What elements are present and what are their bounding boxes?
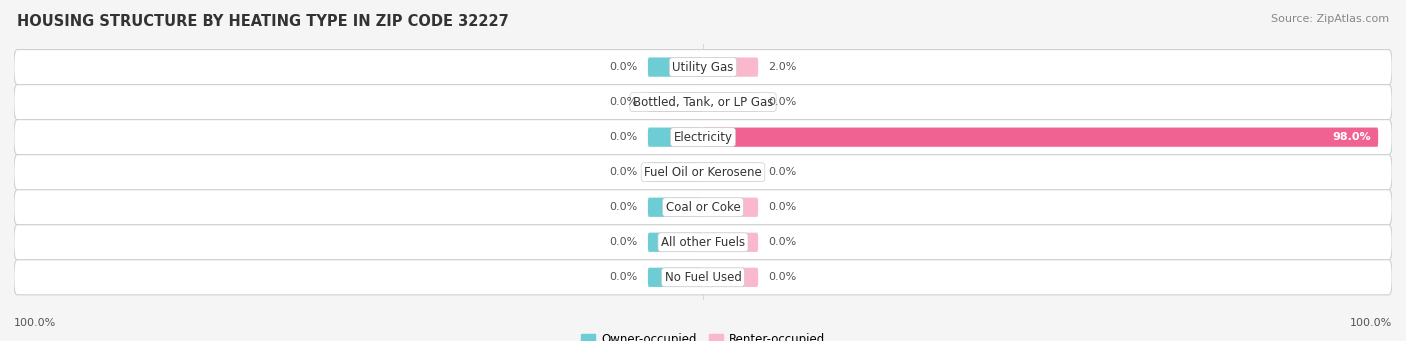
Text: 0.0%: 0.0% <box>609 132 637 142</box>
FancyBboxPatch shape <box>648 268 703 287</box>
Text: Fuel Oil or Kerosene: Fuel Oil or Kerosene <box>644 166 762 179</box>
Text: No Fuel Used: No Fuel Used <box>665 271 741 284</box>
Text: Coal or Coke: Coal or Coke <box>665 201 741 214</box>
FancyBboxPatch shape <box>648 197 703 217</box>
Text: 0.0%: 0.0% <box>769 237 797 247</box>
Text: 100.0%: 100.0% <box>1350 317 1392 328</box>
FancyBboxPatch shape <box>648 163 703 182</box>
FancyBboxPatch shape <box>703 197 758 217</box>
FancyBboxPatch shape <box>648 233 703 252</box>
FancyBboxPatch shape <box>703 163 758 182</box>
Text: 0.0%: 0.0% <box>609 202 637 212</box>
FancyBboxPatch shape <box>14 85 1392 120</box>
Text: 100.0%: 100.0% <box>14 317 56 328</box>
Text: 0.0%: 0.0% <box>609 167 637 177</box>
Text: 0.0%: 0.0% <box>609 62 637 72</box>
FancyBboxPatch shape <box>703 58 758 77</box>
Text: 0.0%: 0.0% <box>609 272 637 282</box>
FancyBboxPatch shape <box>14 190 1392 225</box>
Text: 0.0%: 0.0% <box>769 272 797 282</box>
FancyBboxPatch shape <box>648 58 703 77</box>
FancyBboxPatch shape <box>14 120 1392 155</box>
Text: Utility Gas: Utility Gas <box>672 61 734 74</box>
FancyBboxPatch shape <box>14 49 1392 85</box>
FancyBboxPatch shape <box>648 92 703 112</box>
FancyBboxPatch shape <box>14 225 1392 260</box>
FancyBboxPatch shape <box>648 128 703 147</box>
FancyBboxPatch shape <box>703 268 758 287</box>
Text: Electricity: Electricity <box>673 131 733 144</box>
Text: All other Fuels: All other Fuels <box>661 236 745 249</box>
Text: Bottled, Tank, or LP Gas: Bottled, Tank, or LP Gas <box>633 95 773 109</box>
FancyBboxPatch shape <box>703 128 1378 147</box>
FancyBboxPatch shape <box>703 233 758 252</box>
FancyBboxPatch shape <box>703 92 758 112</box>
Legend: Owner-occupied, Renter-occupied: Owner-occupied, Renter-occupied <box>576 328 830 341</box>
FancyBboxPatch shape <box>14 260 1392 295</box>
Text: 2.0%: 2.0% <box>769 62 797 72</box>
Text: 0.0%: 0.0% <box>769 167 797 177</box>
Text: HOUSING STRUCTURE BY HEATING TYPE IN ZIP CODE 32227: HOUSING STRUCTURE BY HEATING TYPE IN ZIP… <box>17 14 509 29</box>
Text: 0.0%: 0.0% <box>769 202 797 212</box>
Text: 0.0%: 0.0% <box>609 97 637 107</box>
Text: Source: ZipAtlas.com: Source: ZipAtlas.com <box>1271 14 1389 24</box>
FancyBboxPatch shape <box>14 155 1392 190</box>
Text: 0.0%: 0.0% <box>609 237 637 247</box>
Text: 98.0%: 98.0% <box>1333 132 1371 142</box>
Text: 0.0%: 0.0% <box>769 97 797 107</box>
